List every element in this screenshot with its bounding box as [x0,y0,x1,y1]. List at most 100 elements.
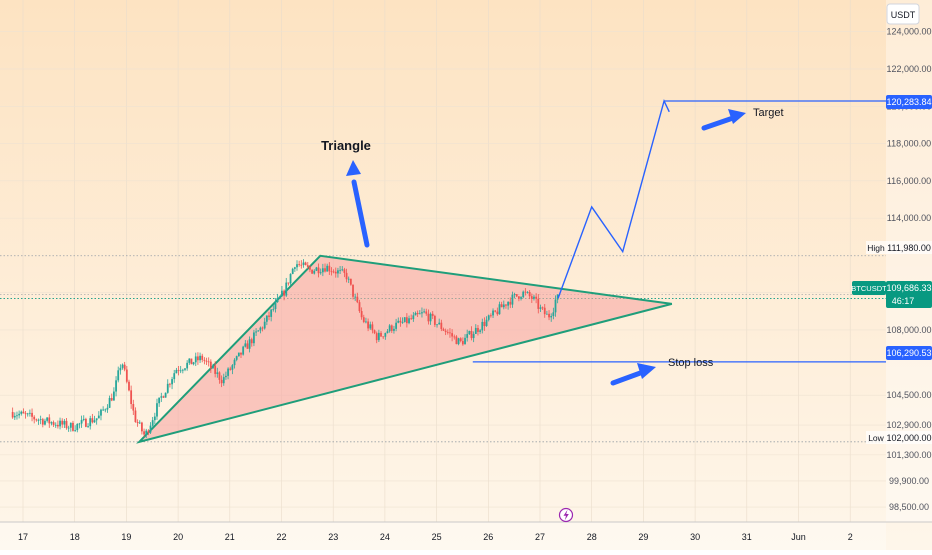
candle-body [319,272,322,274]
candle-body [175,369,178,374]
candle-body [212,365,214,369]
candle-body [416,312,419,315]
candle-body [246,343,249,349]
price-tick-label: 102,900.00 [886,420,931,430]
candle-body [268,315,270,317]
candle-body [481,321,484,331]
candle-body [483,321,486,327]
price-tick-label: 114,000.00 [887,213,931,223]
candle-body [281,290,283,297]
candle-body [444,330,447,332]
current-price-value: 109,686.33 [886,283,931,293]
candle-body [61,420,64,425]
candle-body [468,331,471,335]
candle-body [330,271,333,273]
candle-body [50,422,53,424]
candle-body [46,417,49,421]
candle-body [461,341,464,345]
candle-body [436,324,438,326]
candle-body [421,312,423,314]
candle-body [522,291,525,298]
candle-body [16,415,18,417]
price-tick-label: 99,900.00 [889,476,929,486]
candle-body [190,358,193,365]
candle-body [261,327,264,329]
candle-body [505,304,507,306]
candle-body [263,321,266,329]
candle-body [470,331,473,339]
candle-body [85,418,87,427]
price-tick-label: 108,000.00 [886,325,931,335]
candle-body [231,365,234,370]
candle-body [291,268,294,274]
candle-body [250,339,253,344]
candle-body [526,291,529,293]
candle-body [489,315,492,317]
candle-body [397,320,400,323]
candle-body [87,426,89,427]
currency-badge[interactable]: USDT [886,3,920,25]
candle-body [375,333,378,341]
target-price-value: 120,283.84 [886,97,931,107]
candle-body [306,265,309,267]
candle-body [179,370,182,372]
candle-body [300,264,303,266]
candle-body [487,315,490,320]
candle-body [166,383,169,393]
candle-body [115,380,117,392]
candle-body [528,291,531,297]
candle-body [186,362,189,369]
candle-body [97,415,100,419]
candle-body [365,321,367,323]
target-arrow[interactable] [701,109,746,131]
candle-body [248,339,251,349]
candle-body [459,338,462,342]
stop-loss-arrow[interactable] [610,363,656,386]
lightning-icon[interactable] [558,507,574,523]
candle-body [125,369,128,382]
candle-body [494,310,497,312]
candle-body [296,264,298,268]
candle-body [418,313,421,315]
candle-body [11,412,14,418]
candle-body [455,336,458,345]
time-axis-ticks: 17 18 19 20 21 22 23 24 25 26 27 28 29 30 31 Jun 2 [18,532,853,542]
candle-body [347,278,350,280]
candle-body [384,333,387,337]
time-tick-label: 31 [742,532,752,542]
candle-body [386,331,389,334]
candle-body [104,409,107,411]
candle-body [343,269,346,273]
candle-body [80,419,83,424]
candle-body [113,391,115,401]
candle-body [274,301,277,309]
high-label: High [867,243,885,253]
candle-body [257,330,260,332]
candle-body [373,330,376,334]
candle-body [535,296,538,299]
candle-body [349,278,352,285]
candle-body [177,369,180,371]
candle-body [293,267,296,269]
candle-body [106,407,109,410]
time-axis-panel[interactable] [0,522,886,550]
time-tick-label: 19 [121,532,131,542]
candle-body [485,319,488,327]
projection-path[interactable] [557,98,670,299]
candle-body [134,410,137,423]
candle-body [289,273,292,284]
candle-body [511,294,514,305]
candle-body [138,422,141,424]
candle-body [164,392,167,398]
candle-body [354,296,357,298]
candle-body [438,322,441,325]
candle-body [317,267,320,274]
triangle-arrow[interactable] [346,160,370,248]
high-price-value: 111,980.00 [887,243,931,253]
candle-body [102,409,105,411]
candle-body [145,430,148,435]
candle-body [414,312,417,316]
candle-body [63,420,66,425]
low-label: Low [868,433,884,443]
